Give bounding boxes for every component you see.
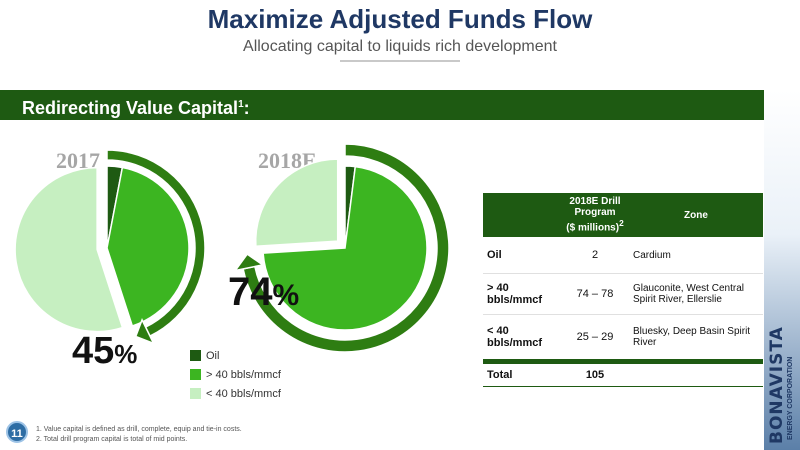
table-total-value: 105 — [561, 359, 629, 387]
pie-0-slice-lt40 — [14, 166, 124, 333]
table-cell-category: < 40 bbls/mmcf — [483, 314, 561, 362]
pie-1-slice-lt40 — [254, 158, 339, 248]
legend-item-gt40: > 40 bbls/mmcf — [190, 365, 281, 384]
brand-sidebar — [764, 90, 800, 450]
table-header-row: 2018E Drill Program ($ millions)2 Zone — [483, 193, 763, 237]
legend-swatch-oil — [190, 350, 201, 361]
pie-2017-highlight-symbol: % — [114, 339, 138, 369]
legend-label-oil: Oil — [206, 349, 220, 362]
chart-legend: Oil > 40 bbls/mmcf < 40 bbls/mmcf — [190, 346, 281, 403]
pie-2017 — [14, 149, 206, 345]
table-cell-zone: Cardium — [629, 237, 763, 274]
section-band: Redirecting Value Capital1: — [0, 90, 764, 120]
table-header-program-line3: ($ millions) — [566, 222, 620, 234]
pie-2018e-highlight-number: 74 — [228, 270, 273, 314]
table-cell-category: > 40 bbls/mmcf — [483, 273, 561, 315]
table-cell-program: 25 – 29 — [561, 314, 629, 362]
table-cell-category: Oil — [483, 237, 561, 274]
page-subtitle: Allocating capital to liquids rich devel… — [243, 38, 557, 55]
table-cell-program: 2 — [561, 237, 629, 274]
footnote-1: 1. Value capital is defined as drill, co… — [36, 426, 242, 433]
legend-swatch-gt40 — [190, 369, 201, 380]
legend-item-lt40: < 40 bbls/mmcf — [190, 384, 281, 403]
table-row: < 40 bbls/mmcf 25 – 29 Bluesky, Deep Bas… — [483, 314, 763, 362]
drill-program-table: 2018E Drill Program ($ millions)2 Zone O… — [483, 193, 763, 387]
table-cell-zone: Bluesky, Deep Basin Spirit River — [629, 314, 763, 362]
pie-0-highlight-arrowhead — [134, 318, 155, 345]
pie-2018e — [233, 143, 450, 353]
table-header-program: 2018E Drill Program ($ millions)2 — [561, 193, 629, 237]
table-header-program-line2: Program — [574, 207, 616, 219]
section-footnote-ref: 1 — [238, 99, 244, 110]
table-header-category — [483, 193, 561, 237]
table-cell-program: 74 – 78 — [561, 273, 629, 315]
table-total-label: Total — [483, 359, 561, 387]
pie-1-highlight-arrowhead — [233, 253, 265, 272]
footnote-2: 2. Total drill program capital is total … — [36, 436, 188, 443]
section-colon: : — [243, 98, 250, 118]
page-title: Maximize Adjusted Funds Flow — [207, 4, 593, 34]
legend-label-lt40: < 40 bbls/mmcf — [206, 387, 281, 400]
footnotes: 1. Value capital is defined as drill, co… — [36, 425, 242, 445]
pie-2017-highlight-label: 45% — [72, 330, 137, 373]
table-cell-zone: Glauconite, West Central Spirit River, E… — [629, 273, 763, 315]
legend-swatch-lt40 — [190, 388, 201, 399]
company-logo: BONAVISTA — [767, 326, 787, 444]
company-tagline: ENERGY CORPORATION — [787, 356, 794, 440]
subtitle-underline — [340, 60, 460, 62]
table-row: Oil 2 Cardium — [483, 237, 763, 274]
section-title: Redirecting Value Capital — [22, 98, 239, 118]
table-header-zone: Zone — [629, 193, 763, 237]
table-header-program-footnote-ref: 2 — [619, 218, 624, 229]
page-number: 11 — [6, 421, 28, 443]
legend-item-oil: Oil — [190, 346, 281, 365]
table-total-zone — [629, 359, 763, 387]
pie-2018e-highlight-label: 74% — [228, 270, 299, 315]
legend-label-gt40: > 40 bbls/mmcf — [206, 368, 281, 381]
pie-2017-highlight-number: 45 — [72, 330, 115, 372]
pie-0-slice-gt40 — [106, 166, 190, 327]
pie-2018e-highlight-symbol: % — [272, 279, 300, 312]
table-header-program-line1: 2018E Drill — [569, 196, 621, 208]
pie-1-slice-gt40 — [262, 165, 428, 331]
table-row: > 40 bbls/mmcf 74 – 78 Glauconite, West … — [483, 273, 763, 315]
table-total-row: Total 105 — [483, 359, 763, 387]
